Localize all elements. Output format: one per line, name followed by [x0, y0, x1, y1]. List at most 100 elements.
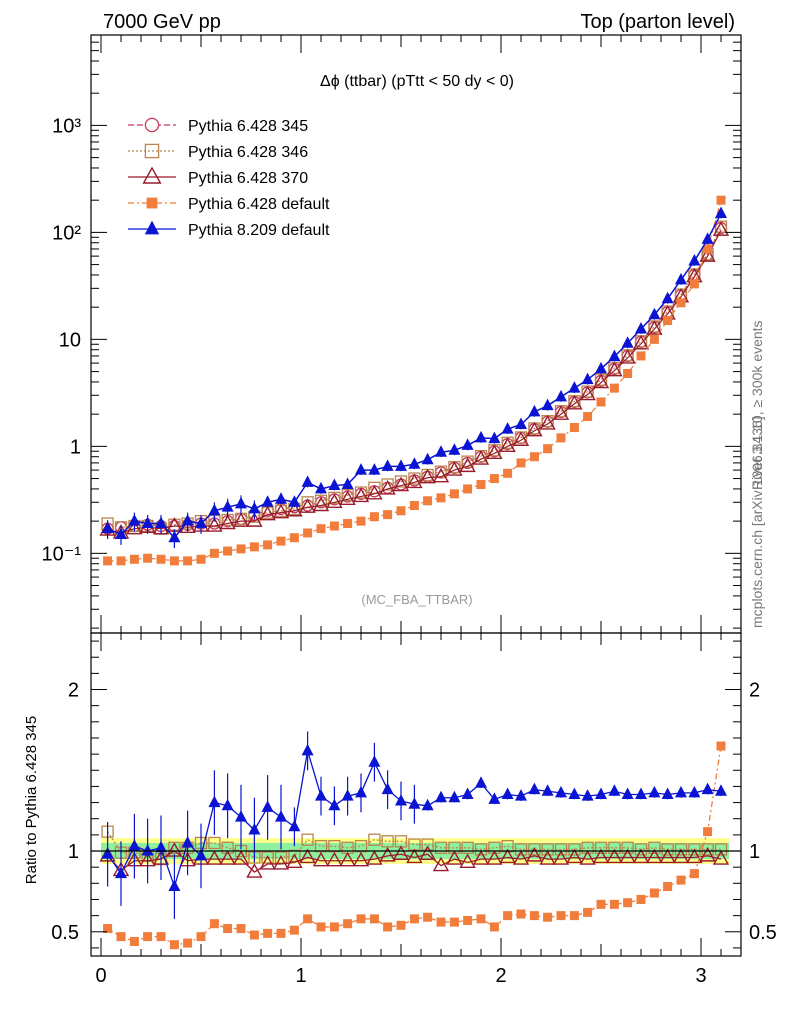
- point-pythia-8-209-default: [395, 459, 407, 471]
- point-pythia-6-428-default: [436, 493, 446, 503]
- point-pythia-6-428-370: [219, 514, 236, 530]
- ratio-point-pythia-6-428-370: [672, 848, 690, 864]
- ratio-point-pythia-6-428-346: [488, 841, 501, 854]
- ratio-point-pythia-6-428-346: [621, 841, 634, 854]
- ratio-series-layer: [99, 731, 730, 950]
- ratio-point-pythia-6-428-default: [423, 912, 433, 922]
- ratio-point-pythia-8-209-default: [701, 782, 714, 795]
- ratio-point-pythia-6-428-default: [623, 898, 633, 908]
- ratio-point-pythia-6-428-346: [581, 841, 594, 854]
- legend: Pythia 6.428 345 Pythia 6.428 346 Pythia 6…: [128, 117, 330, 239]
- ratio-point-pythia-8-209-default: [715, 784, 727, 796]
- ratio-point-pythia-6-428-346: [314, 840, 328, 853]
- ratio-point-pythia-6-428-370: [539, 850, 556, 865]
- point-pythia-8-209-default: [461, 438, 474, 450]
- point-pythia-6-428-default: [623, 368, 633, 378]
- point-pythia-6-428-default: [116, 556, 126, 566]
- ratio-point-pythia-6-428-370: [299, 848, 316, 864]
- point-pythia-6-428-346: [341, 488, 354, 502]
- ratio-point-pythia-6-428-default: [529, 911, 539, 921]
- ratio-point-pythia-8-209-default: [101, 847, 114, 859]
- point-pythia-8-209-default: [715, 206, 727, 219]
- point-pythia-6-428-370: [366, 484, 383, 500]
- ratio-y-tick-label-right: 2: [749, 680, 760, 702]
- point-pythia-6-428-370: [499, 437, 516, 453]
- ratio-point-pythia-6-428-default: [396, 920, 406, 930]
- point-pythia-6-428-370: [246, 512, 263, 527]
- x-tick-label: 0: [95, 965, 106, 987]
- point-pythia-6-428-370: [606, 361, 623, 377]
- point-pythia-6-428-370: [352, 487, 370, 503]
- ratio-point-pythia-6-428-346: [701, 843, 714, 856]
- point-pythia-6-428-default: [129, 554, 139, 564]
- point-pythia-6-428-370: [392, 476, 410, 492]
- ratio-point-pythia-6-428-default: [303, 914, 313, 924]
- ratio-point-pythia-8-209-default: [288, 819, 301, 832]
- point-pythia-6-428-default: [303, 528, 313, 538]
- ratio-point-pythia-6-428-default: [356, 914, 366, 924]
- ratio-point-pythia-6-428-370: [392, 845, 410, 860]
- point-pythia-8-209-default: [661, 291, 674, 304]
- ratio-point-pythia-6-428-default: [129, 936, 139, 946]
- y-tick-label: 10: [59, 329, 81, 351]
- ratio-point-pythia-8-209-default: [435, 790, 447, 803]
- ratio-point-pythia-6-428-346: [261, 851, 274, 864]
- ratio-point-pythia-6-428-346: [301, 833, 314, 846]
- point-pythia-8-209-default: [275, 492, 287, 504]
- point-pythia-6-428-default: [369, 512, 379, 522]
- ratio-point-pythia-8-209-default: [275, 810, 287, 822]
- y-tick-label: 10⁻¹: [42, 543, 82, 565]
- ratio-point-pythia-6-428-370: [432, 856, 450, 872]
- ratio-point-pythia-6-428-default: [556, 911, 566, 921]
- point-pythia-8-209-default: [501, 422, 514, 434]
- point-pythia-8-209-default: [528, 404, 541, 417]
- ratio-point-pythia-6-428-346: [208, 836, 221, 850]
- point-pythia-6-428-370: [619, 349, 636, 364]
- ratio-point-pythia-6-428-346: [461, 841, 474, 854]
- ratio-point-pythia-6-428-default: [369, 914, 379, 924]
- ratio-ylabel: Ratio to Pythia 6.428 345: [23, 716, 40, 884]
- ratio-point-pythia-8-209-default: [475, 776, 487, 788]
- ratio-point-pythia-6-428-default: [263, 928, 273, 938]
- point-pythia-8-209-default: [235, 496, 247, 509]
- ratio-point-pythia-6-428-346: [221, 841, 234, 854]
- ratio-point-pythia-6-428-370: [606, 848, 623, 864]
- point-pythia-6-428-370: [326, 493, 343, 508]
- series-line-pythia-6-428-346: [107, 226, 722, 530]
- ratio-point-pythia-8-209-default: [181, 835, 194, 848]
- point-pythia-8-209-default: [248, 501, 261, 514]
- ratio-point-pythia-6-428-default: [476, 914, 486, 924]
- ratio-point-pythia-8-209-default: [341, 789, 354, 801]
- point-pythia-8-209-default: [621, 336, 634, 348]
- point-pythia-6-428-346: [381, 478, 394, 491]
- point-pythia-6-428-default: [716, 195, 726, 205]
- ratio-point-pythia-6-428-default: [409, 914, 419, 924]
- ratio-point-pythia-6-428-default: [116, 932, 126, 942]
- point-pythia-6-428-default: [183, 556, 193, 566]
- ratio-y-tick-label-right: 1: [749, 841, 760, 863]
- ratio-point-pythia-6-428-370: [566, 848, 583, 864]
- point-pythia-6-428-default: [449, 489, 459, 499]
- ratio-axis-ticks: 0.5 0.5 1 1 2 2 0 1 2 3: [51, 633, 777, 987]
- point-pythia-6-428-default: [383, 510, 393, 520]
- ratio-point-pythia-6-428-346: [714, 843, 728, 856]
- point-pythia-8-209-default: [515, 417, 527, 430]
- point-pythia-6-428-default: [156, 554, 166, 564]
- ratio-point-pythia-6-428-default: [289, 925, 299, 935]
- point-pythia-8-209-default: [555, 389, 567, 402]
- point-pythia-6-428-370: [126, 519, 143, 535]
- ratio-point-pythia-6-428-370: [526, 846, 543, 862]
- point-pythia-6-428-default: [196, 554, 206, 564]
- point-pythia-8-209-default: [381, 459, 394, 471]
- ratio-point-pythia-8-209-default: [635, 787, 647, 799]
- point-pythia-6-428-default: [476, 479, 486, 489]
- ratio-point-pythia-6-428-346: [274, 851, 288, 864]
- ratio-point-pythia-6-428-370: [366, 850, 383, 865]
- ratio-point-pythia-6-428-370: [326, 851, 343, 867]
- point-pythia-6-428-default: [223, 546, 233, 556]
- point-pythia-8-209-default: [581, 372, 594, 385]
- point-pythia-8-209-default: [355, 463, 367, 475]
- ratio-point-pythia-6-428-370: [472, 850, 490, 865]
- ratio-point-pythia-6-428-346: [421, 838, 434, 851]
- ratio-point-pythia-6-428-default: [343, 919, 353, 929]
